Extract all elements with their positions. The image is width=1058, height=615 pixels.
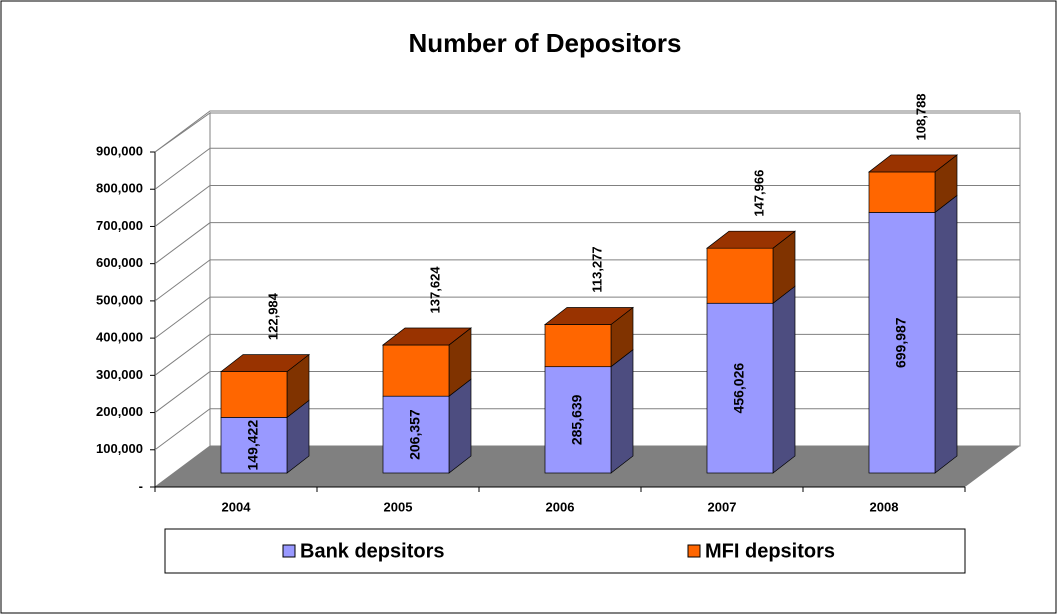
y-tick-label: 900,000	[96, 143, 143, 158]
data-label: 122,984	[265, 292, 280, 340]
bar-top	[867, 154, 959, 173]
bar	[706, 247, 774, 304]
x-tick-label: 2005	[384, 499, 413, 514]
bar	[544, 324, 612, 368]
bar-side	[772, 285, 796, 474]
bar	[382, 344, 450, 397]
bar	[868, 212, 936, 474]
grid-line	[154, 222, 1020, 265]
legend-swatch	[282, 544, 296, 558]
data-label: 699,987	[893, 317, 909, 368]
data-label: 147,966	[751, 170, 766, 217]
bar	[544, 366, 612, 474]
grid-line	[154, 147, 1020, 190]
bar	[220, 417, 288, 474]
y-tick-label: 700,000	[96, 218, 143, 233]
data-label: 113,277	[589, 246, 604, 292]
grid-line	[154, 184, 1020, 227]
legend-label: MFI depsitors	[705, 540, 835, 562]
bar	[706, 302, 774, 474]
legend	[164, 528, 966, 574]
bar	[382, 395, 450, 474]
grid-line	[154, 110, 1020, 153]
bar-side	[610, 348, 634, 474]
y-tick-label: 400,000	[96, 330, 143, 345]
data-label: 285,639	[569, 394, 585, 445]
data-label: 137,624	[427, 266, 442, 314]
x-tick-label: 2008	[870, 499, 899, 514]
y-tick-label: 100,000	[96, 441, 143, 456]
x-tick-label: 2004	[222, 499, 252, 514]
bar-top	[705, 230, 797, 249]
bar-top	[219, 354, 311, 372]
legend-label: Bank depsitors	[300, 540, 444, 562]
x-tick-label: 2006	[546, 499, 575, 514]
y-tick-label: 200,000	[96, 404, 143, 419]
bar-top	[381, 327, 473, 346]
bar-side	[934, 194, 958, 474]
y-tick-label: 800,000	[96, 181, 143, 196]
y-tick-label: 600,000	[96, 255, 143, 270]
data-label: 456,026	[731, 363, 747, 414]
data-label: 206,357	[407, 409, 423, 460]
y-tick-label: 500,000	[96, 292, 143, 307]
y-tick-label: -	[139, 478, 143, 493]
data-label: 108,788	[913, 93, 928, 140]
y-tick-label: 300,000	[96, 367, 143, 382]
bar	[868, 171, 936, 213]
data-label: 149,422	[245, 420, 261, 471]
bar	[220, 371, 288, 418]
chart-title: Number of Depositors	[408, 28, 681, 58]
x-tick-label: 2007	[708, 499, 737, 514]
legend-swatch	[687, 544, 701, 558]
bar-top	[543, 307, 635, 325]
